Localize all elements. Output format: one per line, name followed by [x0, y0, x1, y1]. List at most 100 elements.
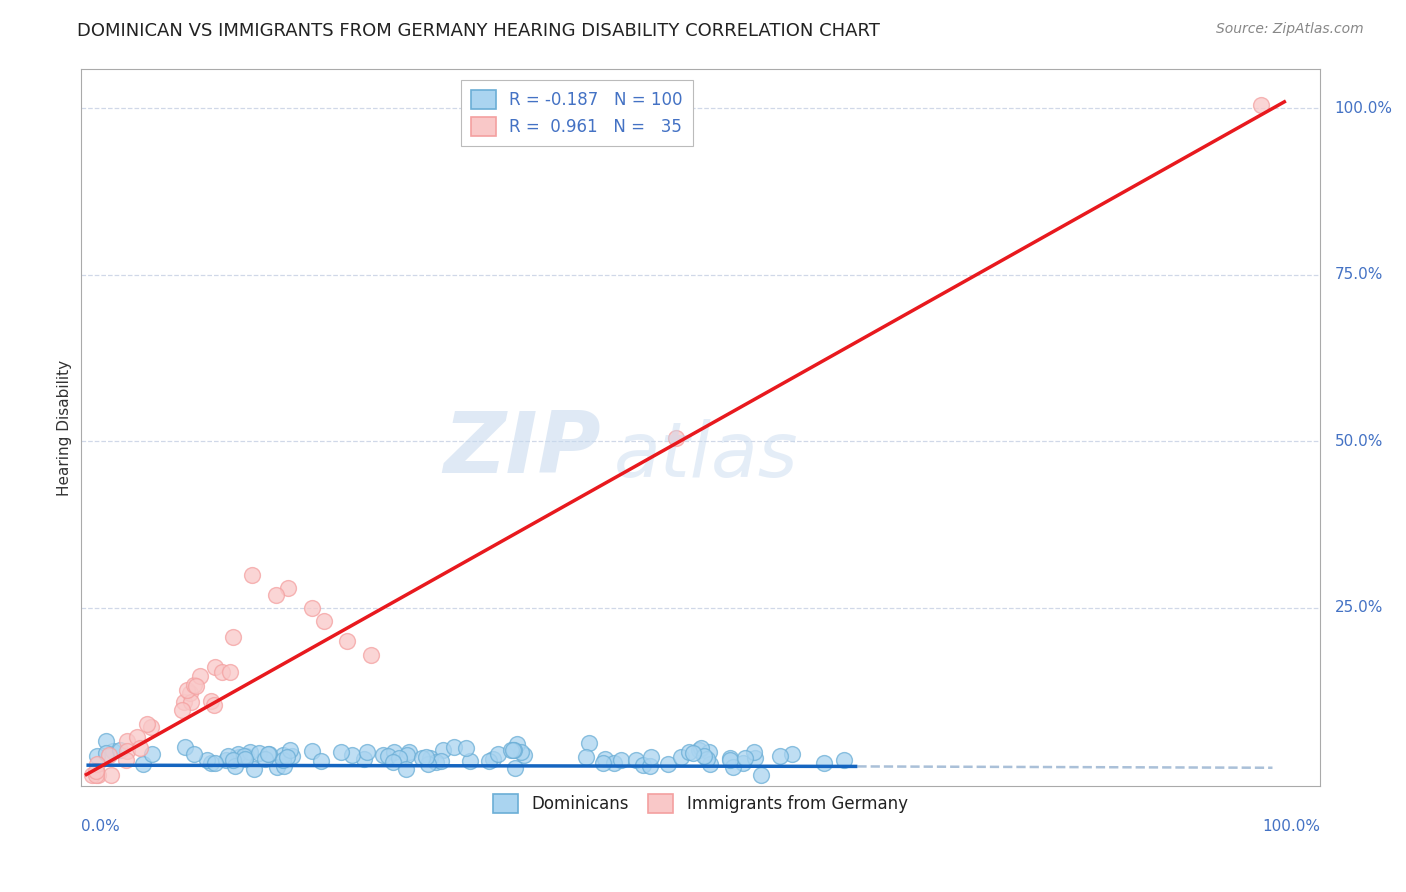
Point: [180, 695, 202, 709]
Point: [277, 581, 299, 595]
Point: [682, 746, 704, 760]
Point: [768, 748, 790, 763]
Point: [101, 744, 124, 758]
Point: [460, 754, 482, 768]
Point: [184, 680, 207, 694]
Point: [312, 615, 335, 629]
Point: [742, 746, 765, 760]
Point: [657, 756, 679, 771]
Point: [228, 749, 250, 764]
Point: [211, 665, 233, 679]
Y-axis label: Hearing Disability: Hearing Disability: [58, 359, 72, 496]
Point: [280, 749, 302, 764]
Point: [204, 756, 226, 771]
Point: [215, 753, 238, 767]
Point: [513, 748, 536, 763]
Point: [356, 745, 378, 759]
Point: [94, 734, 117, 748]
Point: [82, 767, 104, 781]
Point: [108, 743, 131, 757]
Point: [718, 754, 741, 768]
Point: [749, 767, 772, 781]
Point: [139, 720, 162, 734]
Point: [247, 746, 270, 760]
Point: [233, 751, 256, 765]
Text: DOMINICAN VS IMMIGRANTS FROM GERMANY HEARING DISABILITY CORRELATION CHART: DOMINICAN VS IMMIGRANTS FROM GERMANY HEA…: [77, 22, 880, 40]
Point: [575, 750, 598, 764]
Point: [411, 751, 433, 765]
Point: [430, 754, 453, 768]
Point: [202, 698, 225, 713]
Point: [217, 749, 239, 764]
Point: [443, 740, 465, 755]
Point: [395, 762, 418, 776]
Point: [173, 739, 195, 754]
Point: [221, 753, 243, 767]
Point: [396, 747, 419, 762]
Text: 25.0%: 25.0%: [1334, 600, 1384, 615]
Point: [456, 741, 478, 756]
Point: [669, 750, 692, 764]
Point: [273, 753, 295, 767]
Point: [226, 747, 249, 761]
Point: [301, 601, 323, 615]
Point: [179, 686, 201, 700]
Point: [678, 745, 700, 759]
Point: [257, 747, 280, 761]
Text: 75.0%: 75.0%: [1334, 268, 1384, 283]
Point: [98, 747, 121, 762]
Point: [176, 682, 198, 697]
Point: [86, 764, 108, 778]
Point: [578, 736, 600, 750]
Point: [780, 747, 803, 761]
Point: [638, 759, 661, 773]
Point: [593, 751, 616, 765]
Point: [418, 756, 440, 771]
Point: [257, 747, 280, 761]
Point: [276, 750, 298, 764]
Point: [482, 751, 505, 765]
Point: [506, 737, 529, 751]
Point: [486, 747, 509, 761]
Point: [602, 756, 624, 771]
Point: [183, 678, 205, 692]
Point: [631, 758, 654, 772]
Text: ZIP: ZIP: [443, 408, 602, 491]
Point: [141, 747, 163, 762]
Point: [87, 767, 110, 781]
Point: [117, 744, 139, 758]
Point: [832, 753, 855, 767]
Point: [254, 752, 277, 766]
Point: [499, 743, 522, 757]
Point: [301, 744, 323, 758]
Point: [688, 743, 710, 757]
Point: [132, 757, 155, 772]
Point: [278, 742, 301, 756]
Point: [340, 748, 363, 763]
Point: [502, 743, 524, 757]
Point: [200, 694, 222, 708]
Point: [718, 750, 741, 764]
Point: [624, 753, 647, 767]
Text: 0.0%: 0.0%: [80, 819, 120, 834]
Point: [733, 756, 755, 771]
Point: [425, 755, 447, 769]
Point: [271, 747, 294, 762]
Text: Source: ZipAtlas.com: Source: ZipAtlas.com: [1216, 22, 1364, 37]
Point: [415, 750, 437, 764]
Point: [239, 745, 262, 759]
Point: [242, 762, 264, 776]
Point: [197, 754, 219, 768]
Point: [173, 695, 195, 709]
Point: [744, 751, 766, 765]
Point: [200, 756, 222, 770]
Point: [329, 744, 352, 758]
Point: [183, 747, 205, 761]
Point: [353, 752, 375, 766]
Point: [665, 431, 688, 445]
Text: 100.0%: 100.0%: [1334, 101, 1393, 116]
Point: [172, 703, 194, 717]
Point: [115, 753, 138, 767]
Text: 50.0%: 50.0%: [1334, 434, 1384, 449]
Point: [734, 750, 756, 764]
